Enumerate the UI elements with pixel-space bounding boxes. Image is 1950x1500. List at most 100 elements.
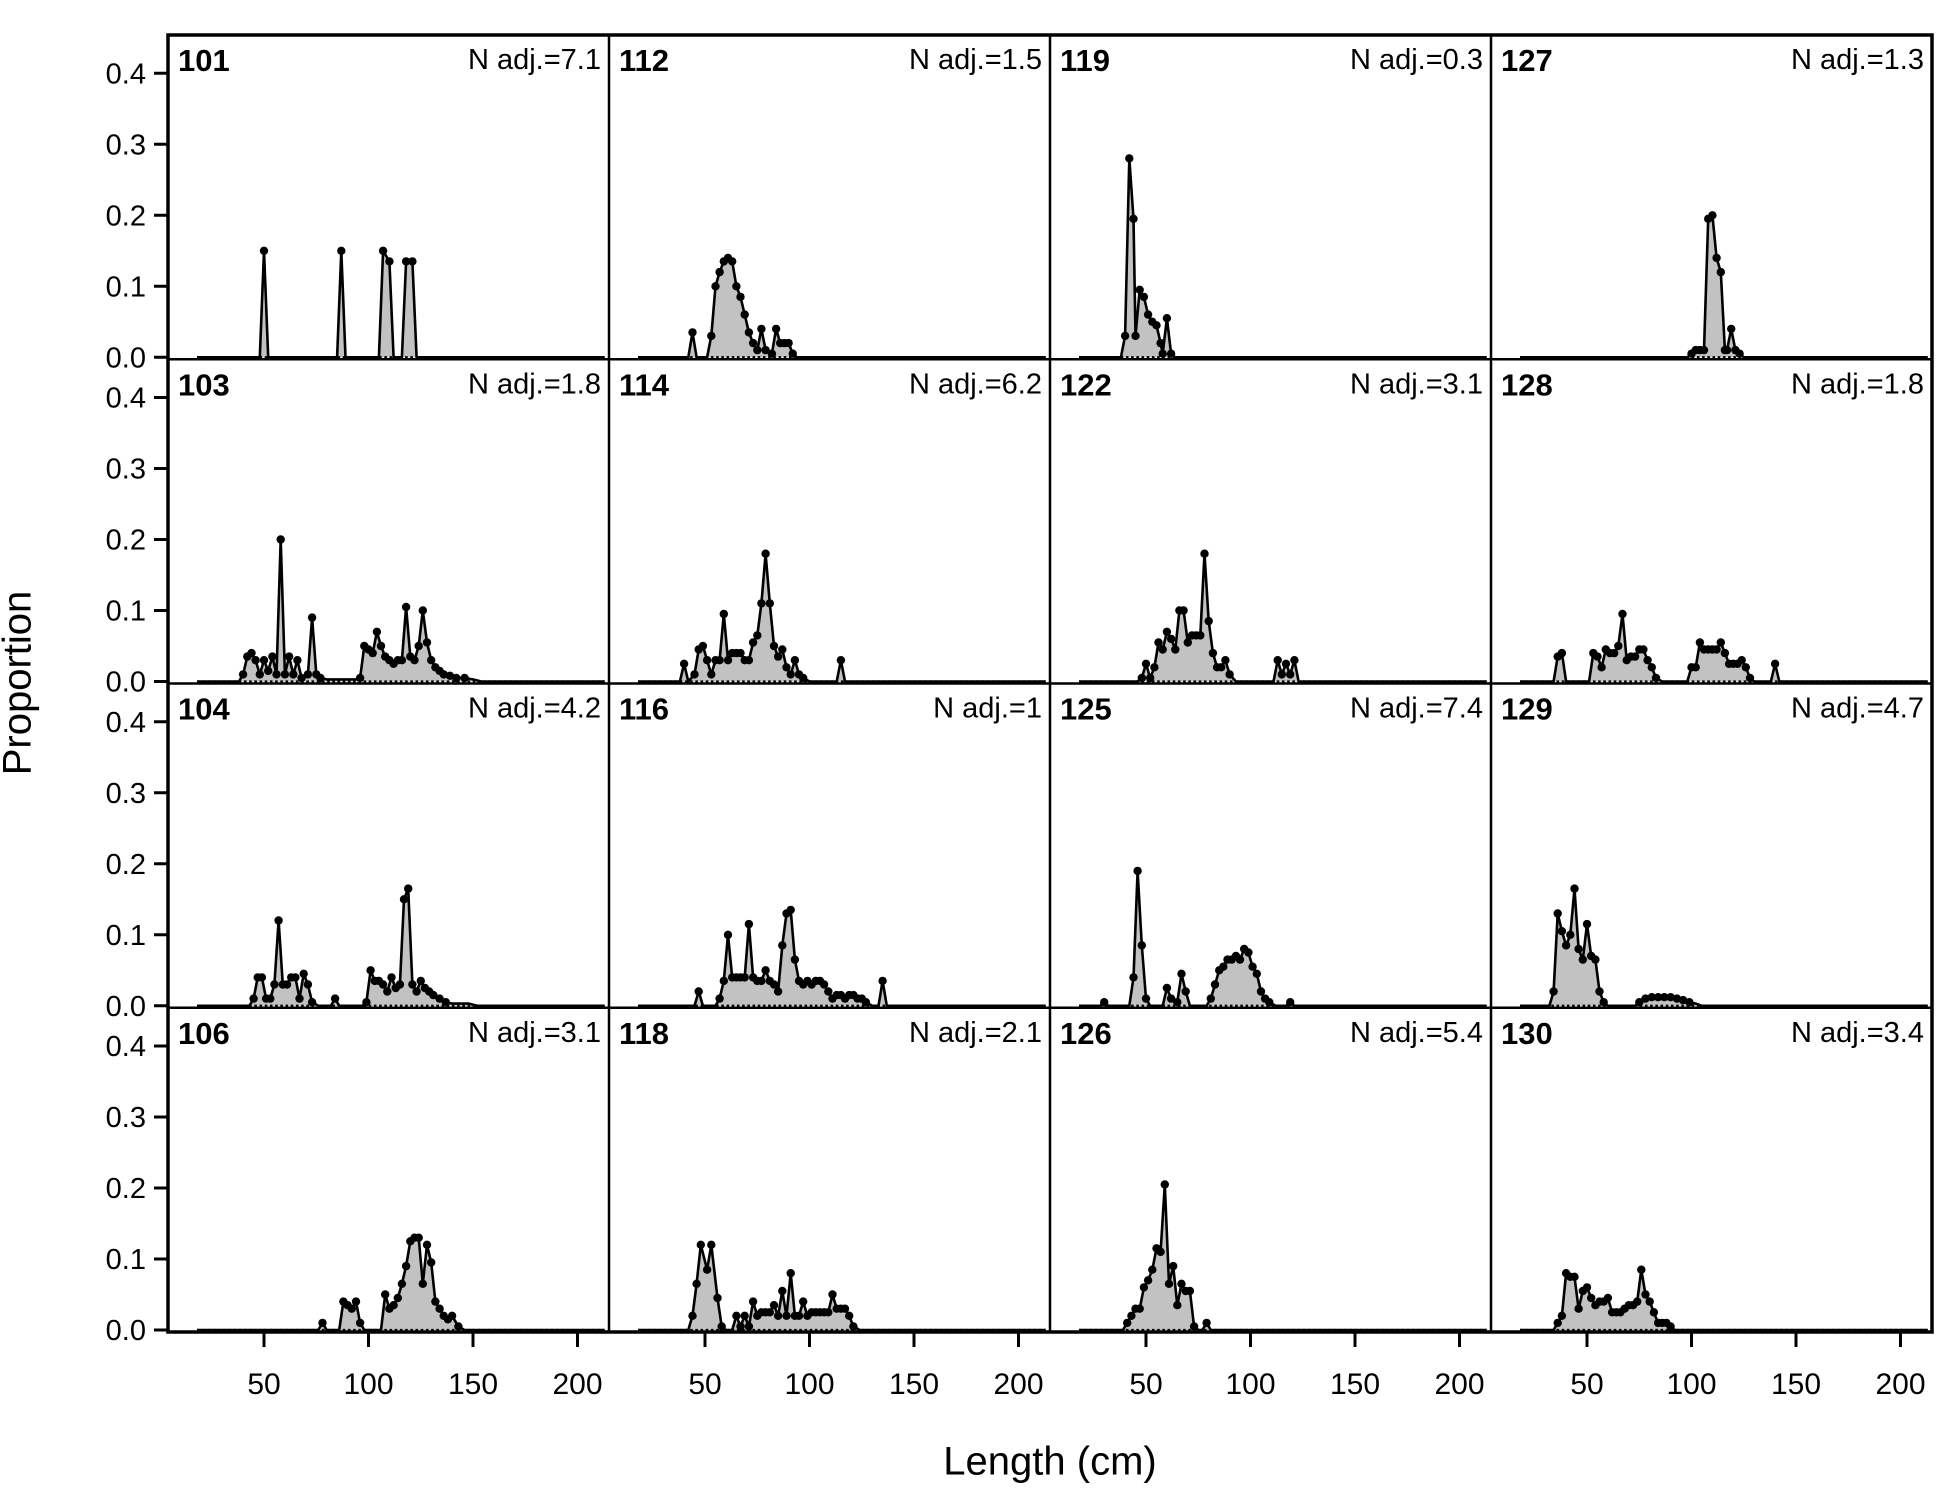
data-point: [1135, 1304, 1144, 1313]
data-point: [372, 627, 382, 636]
data-point: [397, 656, 407, 665]
data-point: [276, 535, 285, 544]
data-point: [748, 1297, 758, 1306]
panel-122: 122 N adj.=3.1: [1060, 367, 1487, 684]
data-point: [1137, 673, 1147, 683]
data-point: [355, 1318, 365, 1328]
panel-id-label: 101: [178, 43, 230, 78]
data-point: [1574, 944, 1583, 954]
data-point: [418, 1279, 427, 1289]
data-point: [1135, 285, 1144, 294]
x-tick-label: 100: [1666, 1368, 1716, 1401]
data-point: [1179, 606, 1188, 615]
data-point: [771, 324, 781, 334]
data-point: [1173, 1301, 1182, 1310]
data-point: [280, 670, 290, 679]
data-point: [744, 656, 754, 665]
data-point: [1691, 663, 1700, 672]
data-point: [1133, 866, 1142, 876]
data-point: [1737, 656, 1746, 665]
data-point: [1177, 1279, 1186, 1289]
data-point: [1557, 648, 1567, 658]
data-point: [1647, 993, 1657, 1002]
data-point: [1578, 955, 1588, 964]
data-point: [393, 1293, 402, 1303]
n-adj-label: N adj.=7.1: [468, 44, 601, 76]
data-point: [713, 1293, 722, 1303]
data-point: [794, 1311, 804, 1321]
x-tick-label: 150: [1330, 1368, 1380, 1401]
data-point: [1150, 663, 1159, 672]
panel-129: 129 N adj.=4.7: [1501, 692, 1928, 1008]
data-point: [1217, 663, 1226, 672]
data-point: [1595, 987, 1604, 996]
data-point: [694, 987, 703, 996]
data-point: [1210, 980, 1220, 989]
data-point: [445, 671, 455, 680]
data-point: [268, 652, 277, 661]
data-point: [435, 1304, 444, 1313]
data-point: [1141, 659, 1151, 668]
data-point: [717, 1322, 726, 1331]
data-point: [1651, 673, 1661, 683]
y-tick-label: 0.2: [106, 849, 146, 881]
data-point: [389, 1301, 398, 1310]
data-point: [1570, 1272, 1579, 1282]
data-point: [408, 980, 417, 989]
data-point: [1248, 962, 1257, 971]
data-point: [1587, 1293, 1596, 1303]
data-point: [1695, 638, 1705, 647]
data-point: [1741, 663, 1751, 672]
data-point: [861, 998, 871, 1007]
data-point: [1637, 1265, 1646, 1274]
data-point: [1277, 670, 1287, 679]
data-point: [303, 670, 313, 679]
data-point: [1204, 616, 1213, 626]
data-point: [696, 1240, 705, 1250]
data-point: [786, 670, 795, 679]
distribution-area: [1520, 614, 1928, 682]
data-point: [1244, 948, 1253, 957]
y-tick-label: 0.2: [106, 200, 146, 232]
data-point: [1143, 310, 1153, 319]
data-point: [1549, 987, 1558, 996]
data-point: [1716, 638, 1726, 647]
data-point: [1685, 998, 1694, 1007]
data-point: [1189, 1322, 1199, 1331]
panel-id-label: 112: [619, 43, 669, 78]
data-point: [753, 345, 762, 355]
data-point: [1712, 645, 1721, 654]
data-point: [307, 613, 317, 622]
data-point: [1712, 253, 1721, 263]
data-point: [1156, 1247, 1165, 1257]
data-point: [761, 345, 770, 355]
data-point: [790, 656, 800, 665]
y-tick-label: 0.4: [106, 707, 146, 739]
n-adj-label: N adj.=3.1: [1350, 368, 1483, 400]
data-point: [291, 973, 300, 982]
data-point: [399, 895, 409, 904]
data-point: [1582, 1283, 1592, 1292]
data-point: [715, 656, 724, 665]
panel-127: 127 N adj.=1.3: [1501, 43, 1928, 360]
data-point: [769, 1301, 779, 1310]
x-tick-label: 50: [1570, 1368, 1603, 1401]
data-point: [1127, 1311, 1136, 1321]
x-tick-label: 100: [343, 1368, 393, 1401]
data-point: [757, 976, 766, 986]
data-point: [773, 652, 783, 661]
data-point: [1574, 1304, 1583, 1313]
data-point: [1139, 1283, 1149, 1292]
data-point: [1166, 994, 1176, 1003]
data-point: [1599, 998, 1608, 1007]
data-point: [836, 656, 846, 665]
data-point: [1265, 998, 1274, 1007]
distribution-area: [1520, 888, 1928, 1006]
data-point: [427, 656, 436, 665]
data-point: [412, 987, 421, 996]
data-point: [316, 673, 325, 683]
y-tick-label: 0.1: [106, 596, 146, 628]
data-point: [824, 987, 833, 996]
data-point: [1100, 998, 1109, 1007]
data-point: [1252, 969, 1262, 978]
